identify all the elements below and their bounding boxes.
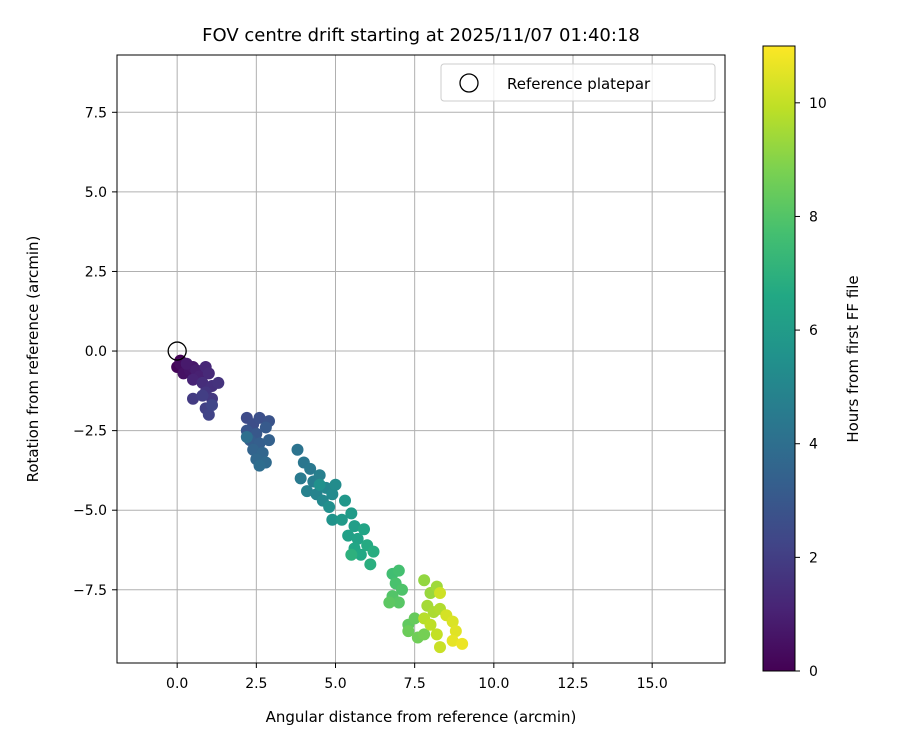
x-tick-label: 12.5	[557, 676, 588, 692]
colorbar-tick-label: 0	[809, 664, 818, 680]
x-tick-label: 15.0	[637, 676, 668, 692]
colorbar-label: Hours from first FF file	[844, 275, 862, 442]
data-point	[408, 612, 421, 625]
colorbar-tick-label: 2	[809, 550, 818, 566]
legend-marker-icon	[459, 73, 479, 93]
y-tick-label: 5.0	[85, 185, 107, 201]
data-point	[263, 434, 275, 447]
reference-point-marker	[167, 341, 187, 361]
grid-lines	[117, 55, 725, 663]
data-point	[323, 501, 336, 514]
data-point	[313, 478, 326, 491]
data-point	[304, 462, 317, 475]
data-point	[180, 357, 193, 370]
data-point	[291, 443, 304, 456]
y-tick-label: 2.5	[85, 264, 107, 280]
data-point	[339, 494, 351, 507]
data-point	[326, 513, 339, 526]
x-tick-label: 5.0	[324, 676, 346, 692]
y-tick-label: 0.0	[85, 344, 107, 360]
x-axis-ticks: 0.0 2.5 5.0 7.5 10.0 12.5 15.0	[166, 663, 668, 692]
colorbar-gradient	[762, 45, 796, 672]
data-point	[434, 586, 446, 599]
data-point	[367, 545, 380, 558]
colorbar-tick-label: 10	[809, 96, 827, 112]
y-axis-ticks: 7.5 5.0 2.5 0.0 −2.5 −5.0 −7.5	[73, 105, 117, 599]
data-point	[446, 634, 459, 647]
x-axis-label: Angular distance from reference (arcmin)	[266, 708, 577, 726]
data-point	[240, 430, 253, 443]
colorbar: 0 2 4 6 8 10 Hours from first FF file	[762, 45, 862, 680]
colorbar-tick-label: 8	[809, 209, 818, 225]
data-point	[202, 408, 215, 421]
data-point	[196, 376, 209, 389]
colorbar-tick-label: 6	[809, 323, 818, 339]
data-point	[392, 596, 405, 609]
data-point	[348, 520, 361, 533]
data-point	[212, 376, 225, 389]
data-point	[396, 583, 408, 596]
data-point	[196, 389, 209, 402]
data-point	[329, 478, 342, 491]
data-point	[446, 615, 459, 628]
data-point	[383, 596, 396, 609]
data-point	[345, 507, 358, 520]
data-point	[456, 637, 469, 650]
y-axis-label: Rotation from reference (arcmin)	[24, 236, 42, 483]
y-tick-label: −7.5	[73, 583, 107, 599]
legend-box	[440, 63, 716, 102]
data-point	[247, 443, 260, 456]
chart-title: FOV centre drift starting at 2025/11/07 …	[202, 25, 640, 46]
data-point	[294, 472, 307, 485]
data-point	[259, 421, 272, 434]
y-tick-label: −2.5	[73, 424, 107, 440]
data-point	[392, 564, 405, 577]
data-point	[206, 399, 218, 412]
data-point	[351, 532, 364, 545]
x-tick-label: 2.5	[245, 676, 267, 692]
data-point	[354, 548, 367, 561]
data-point	[434, 641, 446, 654]
x-tick-label: 7.5	[404, 676, 426, 692]
data-point	[301, 485, 313, 498]
legend-label: Reference platepar	[507, 75, 651, 93]
data-point	[202, 367, 215, 380]
data-point	[418, 628, 431, 641]
data-point	[313, 469, 326, 482]
data-point	[364, 558, 377, 571]
data-points	[171, 354, 469, 654]
plot-frame	[116, 54, 726, 664]
data-point	[358, 523, 370, 536]
y-tick-label: 7.5	[85, 105, 107, 121]
data-point	[345, 548, 358, 561]
data-point	[253, 459, 266, 472]
data-point	[424, 618, 437, 631]
colorbar-tick-label: 4	[809, 437, 818, 453]
data-point	[253, 411, 266, 424]
legend: Reference platepar	[440, 63, 716, 102]
data-point	[430, 628, 443, 641]
data-point	[402, 625, 415, 638]
x-tick-label: 0.0	[166, 676, 188, 692]
y-tick-label: −5.0	[73, 503, 107, 519]
data-point	[418, 574, 431, 587]
data-point	[187, 392, 199, 405]
x-tick-label: 10.0	[478, 676, 509, 692]
data-point	[187, 373, 199, 386]
data-point	[449, 625, 462, 638]
colorbar-ticks: 0 2 4 6 8 10	[795, 96, 827, 680]
data-point	[342, 529, 355, 542]
data-point	[326, 488, 339, 501]
data-point	[335, 513, 348, 526]
